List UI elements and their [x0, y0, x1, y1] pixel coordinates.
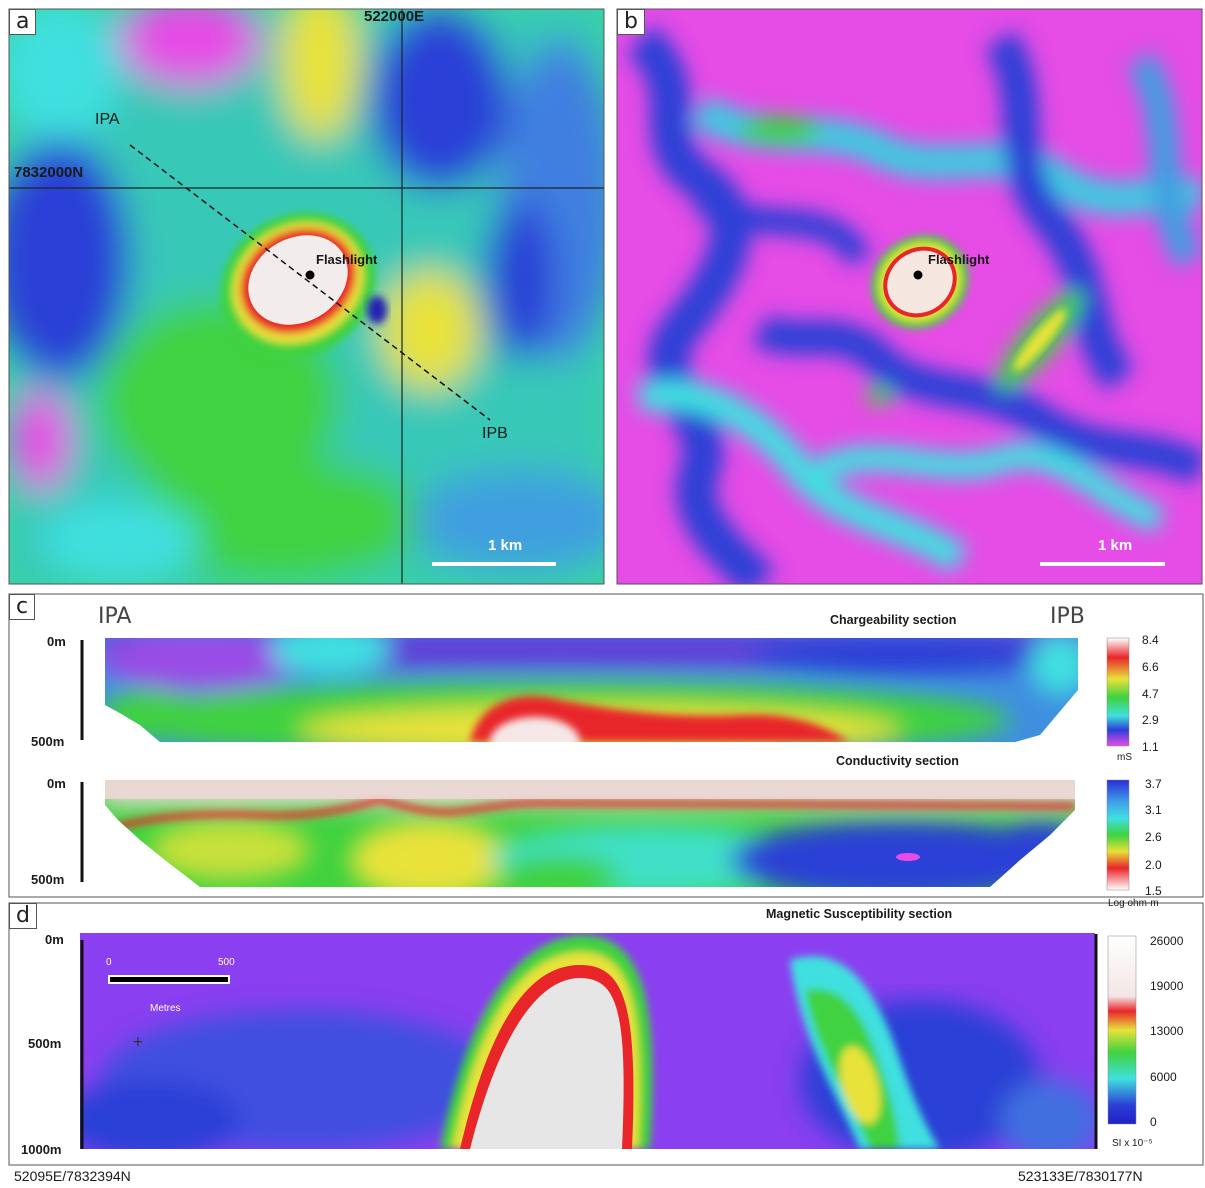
scalebar-start: 0: [106, 957, 112, 968]
flashlight-label-b: Flashlight: [928, 252, 990, 267]
profile-line: [129, 144, 491, 421]
panel-a-frame: [8, 8, 605, 585]
profile-start-label: IPA: [95, 111, 120, 128]
conductivity-depth-top: 0m: [47, 776, 66, 791]
panel-c-frame: [8, 593, 1204, 898]
section-start-label: IPA: [98, 604, 132, 629]
magnetic-section: +: [80, 933, 1095, 1149]
magnetic-tick: 26000: [1150, 934, 1184, 948]
panel-b-tag: b: [617, 9, 645, 35]
svg-text:+: +: [132, 1034, 144, 1050]
magnetic-depth-top: 0m: [45, 932, 64, 947]
section-end-label: IPB: [1050, 604, 1085, 629]
conductivity-tick: 2.0: [1145, 858, 1162, 872]
panel-c-tag: c: [9, 594, 36, 620]
conductivity-tick: 2.6: [1145, 830, 1162, 844]
panel-d-tag: d: [9, 903, 37, 929]
flashlight-marker-b-icon: [913, 270, 923, 280]
chargeability-section: [105, 638, 1078, 742]
chargeability-tick: 4.7: [1142, 687, 1159, 701]
scale-label-a: 1 km: [488, 537, 523, 554]
profile-end-label: IPB: [482, 425, 508, 442]
chargeability-tick: 6.6: [1142, 660, 1159, 674]
conductivity-section: [105, 780, 1075, 887]
coord-end: 523133E/7830177N: [1018, 1168, 1143, 1184]
magnetic-tick: 19000: [1150, 979, 1184, 993]
chargeability-unit: mS: [1117, 752, 1132, 763]
conductivity-depth-bottom: 500m: [31, 872, 65, 887]
conductivity-tick: 1.5: [1145, 884, 1162, 898]
panel-a-tag: a: [9, 9, 37, 35]
panel-a-map: [9, 9, 604, 584]
magnetic-depth-mid: 500m: [28, 1036, 62, 1051]
northing-label: 7832000N: [14, 164, 84, 181]
magnetic-tick: 6000: [1150, 1070, 1177, 1084]
chargeability-title: Chargeability section: [830, 613, 957, 627]
flashlight-label-a: Flashlight: [316, 252, 378, 267]
scalebar-unit: Metres: [150, 1003, 181, 1014]
conductivity-colorbar: [1106, 779, 1130, 891]
magnetic-tick: 0: [1150, 1115, 1157, 1129]
conductivity-title: Conductivity section: [836, 754, 959, 768]
coord-start: 52095E/7832394N: [14, 1168, 131, 1184]
magnetic-unit: SI x 10⁻⁵: [1112, 1138, 1153, 1149]
conductivity-unit: Log ohm-m: [1108, 898, 1159, 909]
chargeability-colorbar: [1106, 637, 1130, 747]
chargeability-depth-bottom: 500m: [31, 734, 65, 749]
flashlight-marker-icon: [305, 270, 315, 280]
panel-b-map: [617, 9, 1202, 584]
magnetic-title: Magnetic Susceptibility section: [766, 907, 953, 921]
magnetic-depth-bottom: 1000m: [21, 1142, 62, 1157]
magnetic-tick: 13000: [1150, 1024, 1184, 1038]
panel-d-frame: [8, 902, 1204, 1166]
scalebar-end: 500: [218, 957, 235, 968]
panel-b-frame: [616, 8, 1203, 585]
magnetic-colorbar: [1107, 935, 1137, 1125]
easting-label: 522000E: [364, 8, 425, 25]
chargeability-depth-top: 0m: [47, 634, 66, 649]
chargeability-tick: 1.1: [1142, 740, 1159, 754]
conductivity-tick: 3.1: [1145, 803, 1162, 817]
chargeability-tick: 2.9: [1142, 713, 1159, 727]
chargeability-tick: 8.4: [1142, 633, 1159, 647]
conductivity-tick: 3.7: [1145, 777, 1162, 791]
scale-label-b: 1 km: [1098, 537, 1133, 554]
